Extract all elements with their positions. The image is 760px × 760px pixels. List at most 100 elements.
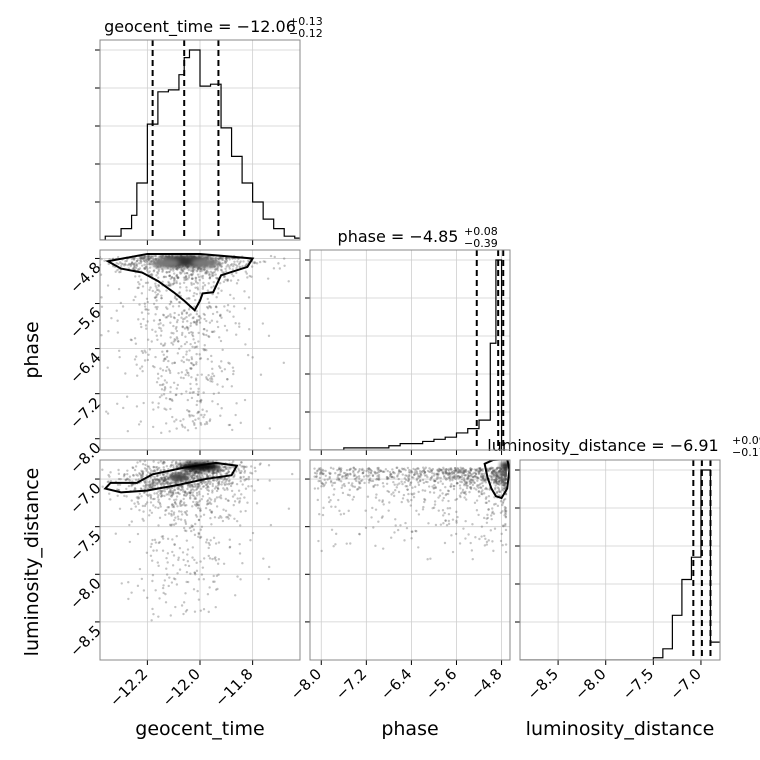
sample-point: [200, 498, 203, 501]
sample-point: [164, 480, 167, 483]
sample-point: [183, 504, 187, 507]
sample-point: [499, 494, 502, 498]
sample-point: [196, 411, 199, 415]
sample-point: [217, 482, 221, 485]
sample-point: [446, 489, 450, 492]
sample-point: [413, 468, 417, 472]
sample-point: [500, 475, 504, 479]
sample-point: [147, 481, 151, 484]
sample-point: [203, 344, 206, 347]
sample-point: [159, 322, 162, 325]
sample-point: [448, 475, 451, 479]
sample-point: [191, 483, 194, 486]
sample-point: [400, 467, 404, 470]
sample-point: [197, 410, 200, 414]
sample-point: [229, 293, 232, 297]
sample-point: [194, 497, 198, 500]
sample-point: [442, 474, 446, 478]
sample-point: [349, 473, 352, 476]
sample-point: [323, 483, 326, 486]
sample-point: [168, 369, 172, 373]
sample-point: [192, 485, 195, 488]
sample-point: [212, 471, 216, 475]
sample-point: [107, 473, 110, 477]
sample-point: [376, 466, 379, 470]
sample-point: [177, 558, 180, 562]
sample-point: [227, 256, 231, 260]
sample-point: [240, 461, 243, 464]
sample-point: [195, 494, 199, 497]
sample-point: [495, 481, 499, 484]
sample-point: [156, 496, 160, 499]
sample-point: [387, 509, 390, 512]
sample-point: [168, 487, 172, 490]
sample-point: [478, 467, 482, 470]
sample-point: [177, 491, 180, 495]
sample-point: [175, 495, 179, 498]
sample-point: [423, 500, 426, 504]
sample-point: [196, 373, 199, 377]
sample-point: [410, 470, 413, 473]
sample-point: [469, 468, 473, 472]
sample-point: [364, 526, 368, 529]
sample-point: [149, 484, 153, 487]
sample-point: [338, 466, 341, 470]
sample-point: [163, 461, 166, 464]
sample-point: [339, 513, 343, 516]
sample-point: [322, 472, 325, 475]
hist-geocent-time-content: [100, 40, 300, 240]
sample-point: [169, 524, 173, 527]
sample-point: [182, 376, 185, 380]
sample-point: [191, 474, 195, 477]
sample-point: [238, 501, 241, 504]
sample-point: [504, 469, 507, 473]
sample-point: [463, 480, 467, 484]
sample-point: [156, 468, 159, 472]
sample-point: [320, 471, 324, 474]
sample-point: [161, 254, 165, 258]
sample-point: [442, 468, 446, 471]
sample-point: [338, 467, 341, 471]
sample-point: [492, 472, 495, 475]
sample-point: [148, 266, 152, 269]
sample-point: [211, 471, 214, 475]
sample-point: [357, 469, 361, 473]
sample-point: [142, 491, 146, 494]
sample-point: [157, 564, 160, 568]
sample-point: [182, 558, 185, 562]
sample-point: [229, 264, 233, 267]
sample-point: [432, 506, 436, 509]
sample-point: [193, 497, 196, 501]
sample-point: [190, 476, 194, 480]
sample-point: [163, 379, 167, 382]
sample-point: [447, 468, 450, 471]
sample-point: [350, 484, 353, 487]
sample-point: [186, 580, 190, 584]
sample-point: [452, 472, 456, 475]
sample-point: [477, 490, 481, 494]
sample-point: [187, 410, 190, 413]
sample-point: [172, 316, 176, 319]
sample-point: [445, 471, 449, 475]
sample-point: [423, 489, 427, 492]
sample-point: [317, 479, 320, 483]
sample-point: [244, 263, 248, 266]
sample-point: [169, 284, 172, 287]
sample-point: [415, 470, 418, 473]
sample-point: [161, 481, 164, 485]
sample-point: [198, 254, 201, 258]
sample-point: [215, 310, 219, 314]
sample-point: [160, 535, 164, 538]
sample-point: [156, 482, 159, 485]
sample-point: [361, 471, 365, 475]
sample-point: [463, 482, 466, 486]
sample-point: [116, 268, 119, 272]
sample-point: [143, 256, 146, 259]
sample-point: [208, 321, 212, 324]
sample-point: [126, 429, 130, 433]
sample-point: [175, 534, 178, 538]
sample-point: [408, 468, 411, 472]
sample-point: [498, 473, 502, 476]
sample-point: [180, 312, 184, 316]
sample-point: [504, 528, 508, 532]
